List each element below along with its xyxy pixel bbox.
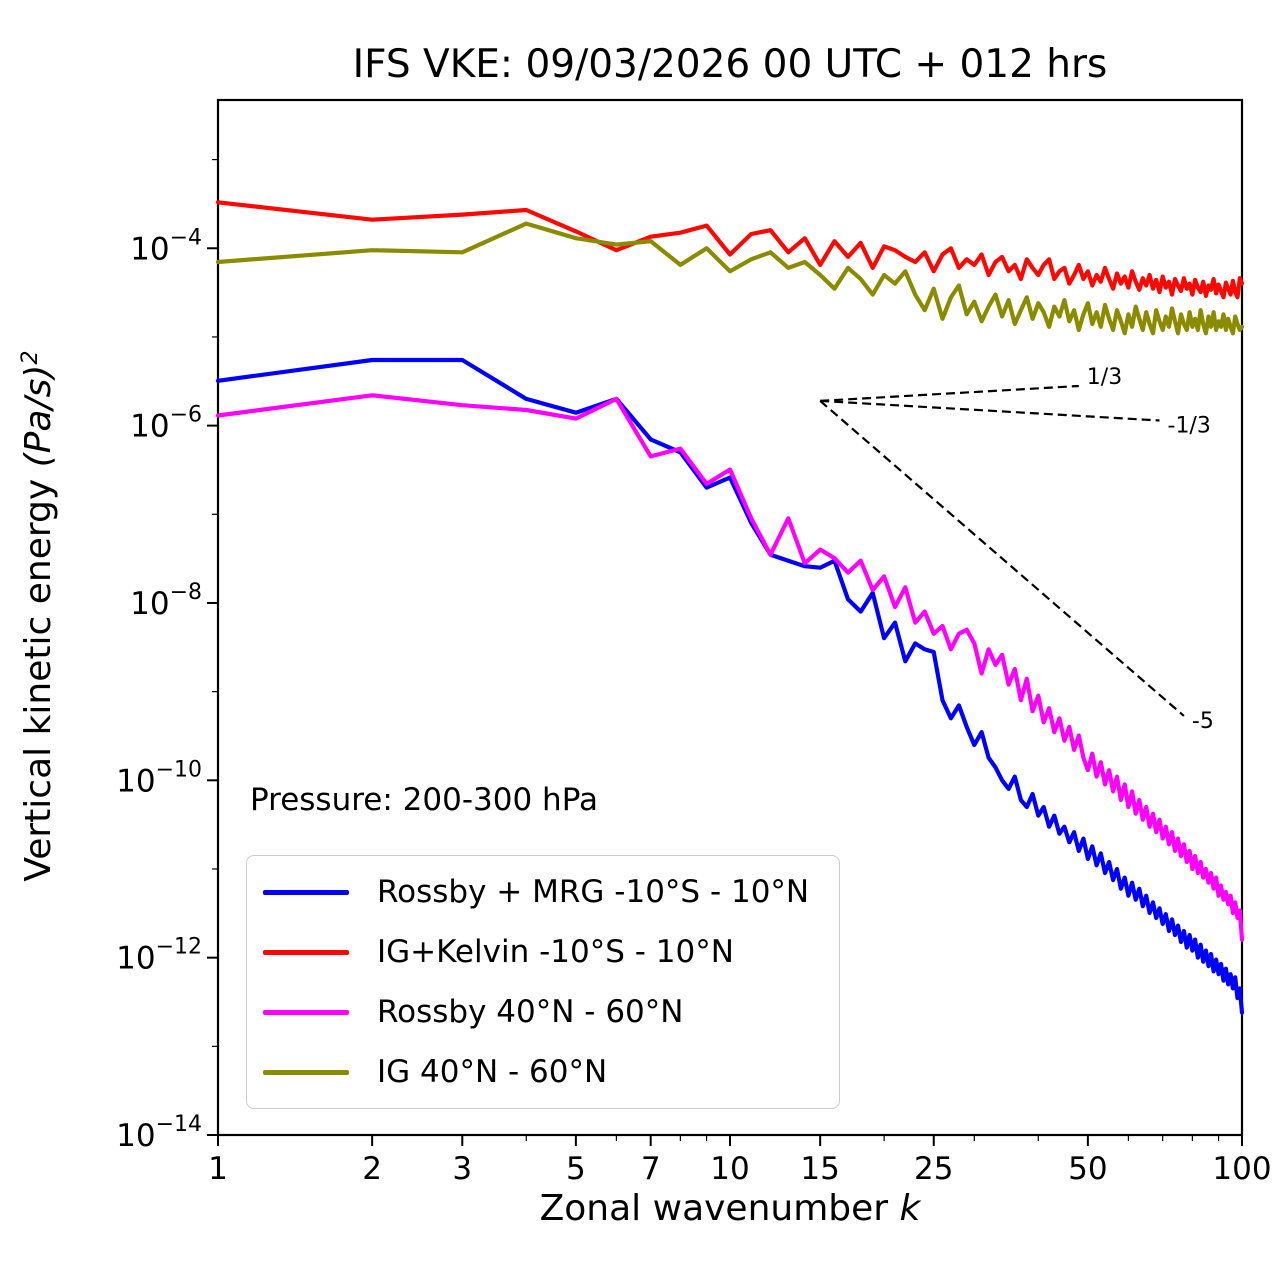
legend-swatch xyxy=(263,1069,349,1075)
legend-item: IG 40°N - 60°N xyxy=(263,1054,809,1090)
legend-swatch xyxy=(263,1009,349,1015)
legend-item: Rossby + MRG -10°S - 10°N xyxy=(263,874,809,910)
y-tick-label: 10−4 xyxy=(130,225,202,267)
legend-swatch xyxy=(263,889,349,895)
x-tick-label: 5 xyxy=(566,1151,586,1187)
pressure-annotation: Pressure: 200-300 hPa xyxy=(250,782,598,818)
slope-guide-line xyxy=(820,384,1079,402)
y-axis-label-units: (Pa/s) xyxy=(18,364,59,468)
y-axis-label-text: Vertical kinetic energy xyxy=(18,467,59,882)
legend-label: Rossby 40°N - 60°N xyxy=(377,994,684,1030)
y-tick-label: 10−14 xyxy=(116,1112,202,1154)
slope-guide-line xyxy=(820,399,1160,422)
legend-swatch xyxy=(263,949,349,955)
legend-label: IG+Kelvin -10°S - 10°N xyxy=(377,934,734,970)
x-tick-label: 7 xyxy=(641,1151,661,1187)
chart-title: IFS VKE: 09/03/2026 00 UTC + 012 hrs xyxy=(352,42,1108,87)
legend: Rossby + MRG -10°S - 10°N IG+Kelvin -10°S… xyxy=(246,855,841,1109)
legend-label: IG 40°N - 60°N xyxy=(377,1054,608,1090)
x-tick-label: 50 xyxy=(1068,1151,1107,1187)
slope-guide-line xyxy=(819,400,1185,717)
y-axis-label: Vertical kinetic energy (Pa/s)2 xyxy=(17,166,67,1066)
x-tick-label: 100 xyxy=(1212,1151,1271,1187)
x-tick-label: 3 xyxy=(452,1151,472,1187)
x-axis-label: Zonal wavenumber k xyxy=(218,1188,1242,1229)
x-tick-label: 25 xyxy=(914,1151,953,1187)
series-line-0 xyxy=(215,357,1245,1015)
y-axis-label-exponent: 2 xyxy=(17,350,43,365)
y-tick-label: 10−8 xyxy=(130,580,202,622)
slope-guide-label: 1/3 xyxy=(1087,365,1122,390)
slope-guide-label: -1/3 xyxy=(1168,414,1211,439)
x-tick-label: 1 xyxy=(208,1151,228,1187)
y-tick-label: 10−12 xyxy=(116,935,202,977)
y-tick-label: 10−10 xyxy=(116,757,202,799)
x-tick-label: 10 xyxy=(710,1151,749,1187)
legend-item: IG+Kelvin -10°S - 10°N xyxy=(263,934,809,970)
x-axis-label-symbol: k xyxy=(899,1188,921,1229)
legend-item: Rossby 40°N - 60°N xyxy=(263,994,809,1030)
slope-guide-label: -5 xyxy=(1192,709,1214,734)
series-line-2 xyxy=(215,393,1245,942)
y-tick-label: 10−6 xyxy=(130,403,202,445)
x-tick-label: 15 xyxy=(800,1151,839,1187)
x-axis-label-text: Zonal wavenumber xyxy=(539,1188,900,1229)
legend-label: Rossby + MRG -10°S - 10°N xyxy=(377,874,810,910)
x-tick-label: 2 xyxy=(362,1151,382,1187)
series-line-1 xyxy=(215,200,1245,300)
series-line-3 xyxy=(215,221,1245,336)
